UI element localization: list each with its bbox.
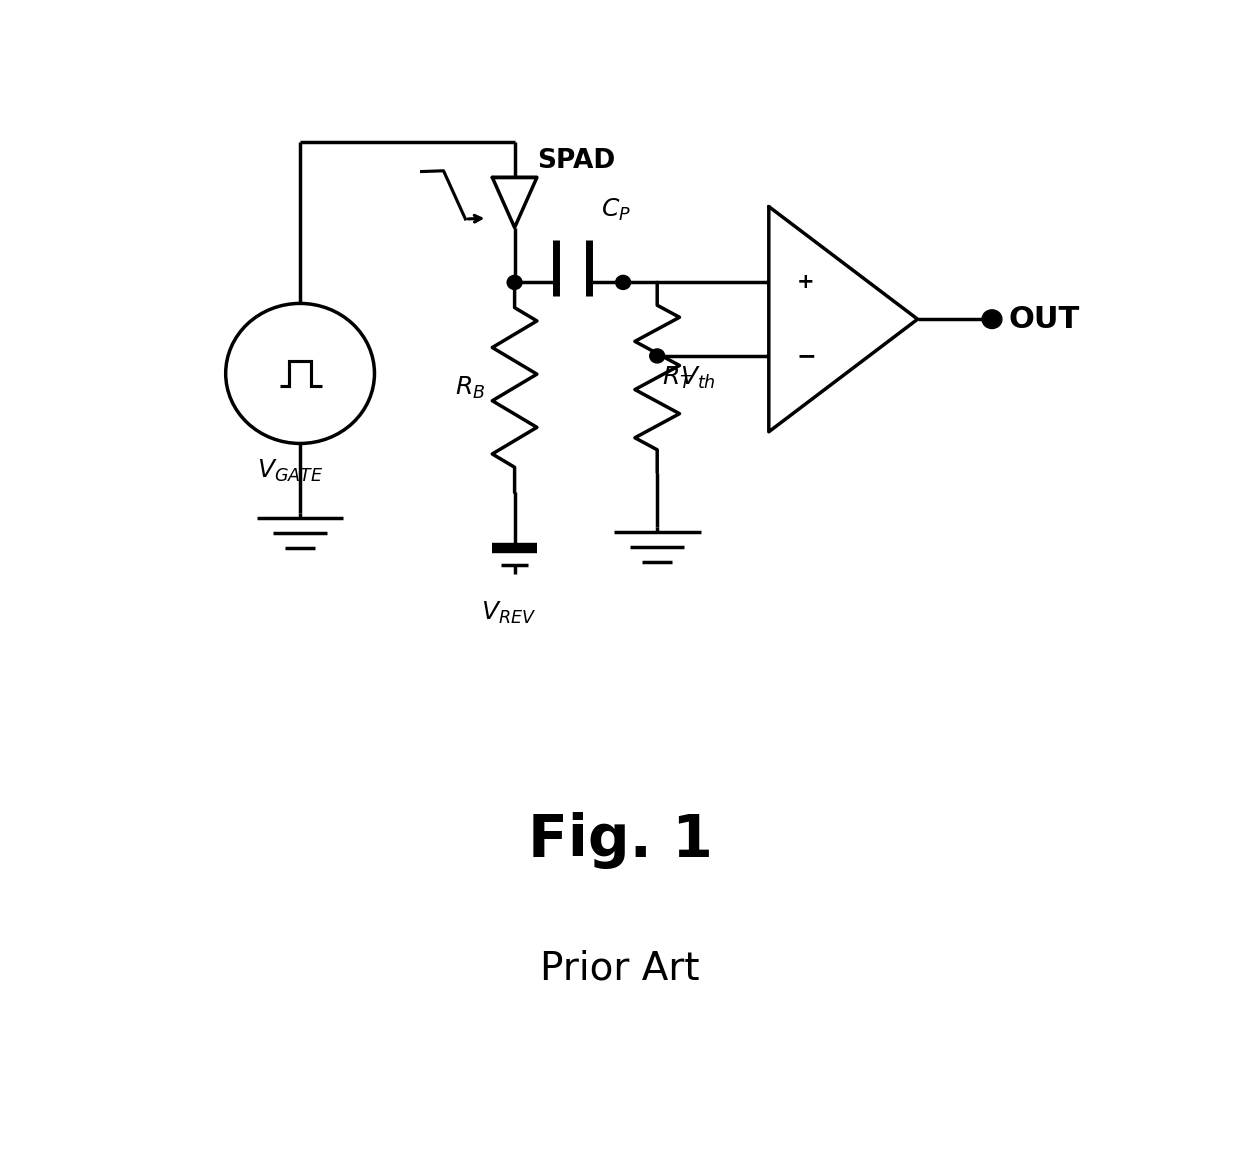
Text: +: +: [797, 272, 815, 293]
Circle shape: [507, 275, 522, 289]
Text: $V_{th}$: $V_{th}$: [680, 365, 715, 391]
Text: Prior Art: Prior Art: [541, 950, 699, 987]
Text: Fig. 1: Fig. 1: [527, 812, 713, 868]
Text: $R_T$: $R_T$: [662, 364, 693, 391]
Circle shape: [982, 310, 1002, 329]
Text: $R_B$: $R_B$: [455, 375, 485, 400]
Text: $C_P$: $C_P$: [601, 197, 631, 223]
Text: $V_{REV}$: $V_{REV}$: [481, 600, 536, 626]
Text: OUT: OUT: [1008, 305, 1079, 334]
Circle shape: [650, 349, 665, 363]
Text: $V_{GATE}$: $V_{GATE}$: [257, 457, 324, 483]
Circle shape: [615, 275, 630, 289]
Text: SPAD: SPAD: [537, 148, 615, 174]
Text: −: −: [796, 344, 816, 368]
